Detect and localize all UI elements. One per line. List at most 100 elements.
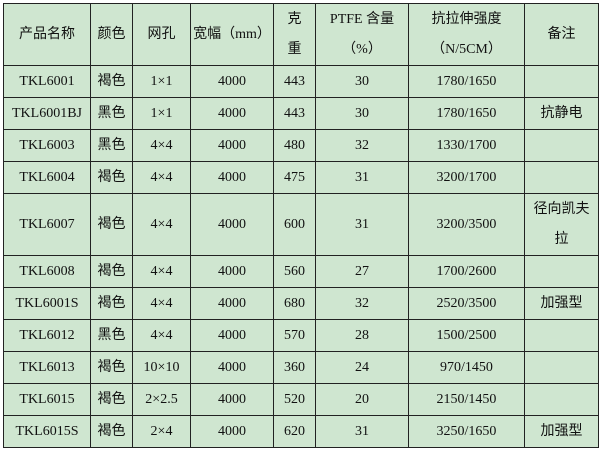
table-row: TKL6008 褐色 4×4 4000 560 27 1700/2600 (3, 255, 599, 288)
header-note: 备注 (524, 3, 599, 66)
cell-width: 4000 (190, 319, 274, 352)
cell-ptfe: 27 (315, 255, 409, 288)
cell-width: 4000 (190, 351, 274, 384)
cell-width: 4000 (190, 383, 274, 416)
cell-note (524, 351, 599, 384)
cell-width: 4000 (190, 415, 274, 448)
table-row: TKL6012 黑色 4×4 4000 570 28 1500/2500 (3, 319, 599, 352)
cell-note (524, 383, 599, 416)
cell-color: 褐色 (90, 415, 133, 448)
cell-note (524, 65, 599, 98)
cell-note (524, 161, 599, 194)
header-ptfe: PTFE 含量（%） (315, 3, 409, 66)
cell-color: 褐色 (90, 287, 133, 320)
cell-note: 加强型 (524, 287, 599, 320)
cell-mesh: 4×4 (132, 255, 191, 288)
product-spec-table: 产品名称 颜色 网孔 宽幅（mm） 克重 PTFE 含量（%） 抗拉伸强度（N/… (3, 3, 599, 448)
cell-width: 4000 (190, 287, 274, 320)
cell-note (524, 255, 599, 288)
table-row: TKL6015 褐色 2×2.5 4000 520 20 2150/1450 (3, 383, 599, 416)
cell-mesh: 10×10 (132, 351, 191, 384)
header-mesh: 网孔 (132, 3, 191, 66)
header-weight: 克重 (273, 3, 316, 66)
table-row: TKL6007 褐色 4×4 4000 600 31 3200/3500 径向凯夫拉 (3, 193, 599, 256)
cell-weight: 560 (273, 255, 316, 288)
cell-ptfe: 30 (315, 65, 409, 98)
cell-ptfe: 32 (315, 129, 409, 162)
cell-mesh: 4×4 (132, 129, 191, 162)
cell-name: TKL6013 (3, 351, 91, 384)
cell-name: TKL6008 (3, 255, 91, 288)
header-tensile: 抗拉伸强度（N/5CM） (408, 3, 525, 66)
table-row: TKL6003 黑色 4×4 4000 480 32 1330/1700 (3, 129, 599, 162)
cell-weight: 443 (273, 65, 316, 98)
cell-mesh: 4×4 (132, 161, 191, 194)
cell-tensile: 2150/1450 (408, 383, 525, 416)
cell-color: 褐色 (90, 351, 133, 384)
cell-width: 4000 (190, 161, 274, 194)
cell-color: 褐色 (90, 161, 133, 194)
cell-ptfe: 30 (315, 97, 409, 130)
cell-weight: 620 (273, 415, 316, 448)
cell-tensile: 3250/1650 (408, 415, 525, 448)
cell-width: 4000 (190, 255, 274, 288)
cell-tensile: 2520/3500 (408, 287, 525, 320)
cell-width: 4000 (190, 193, 274, 256)
cell-tensile: 1330/1700 (408, 129, 525, 162)
cell-weight: 570 (273, 319, 316, 352)
table-row: TKL6001S 褐色 4×4 4000 680 32 2520/3500 加强型 (3, 287, 599, 320)
cell-mesh: 1×1 (132, 97, 191, 130)
cell-tensile: 3200/1700 (408, 161, 525, 194)
cell-tensile: 1700/2600 (408, 255, 525, 288)
cell-mesh: 4×4 (132, 319, 191, 352)
table-row: TKL6015S 褐色 2×4 4000 620 31 3250/1650 加强型 (3, 415, 599, 448)
cell-tensile: 1780/1650 (408, 65, 525, 98)
table-row: TKL6004 褐色 4×4 4000 475 31 3200/1700 (3, 161, 599, 194)
cell-mesh: 1×1 (132, 65, 191, 98)
cell-note (524, 129, 599, 162)
cell-ptfe: 31 (315, 193, 409, 256)
cell-name: TKL6001 (3, 65, 91, 98)
cell-name: TKL6004 (3, 161, 91, 194)
header-color: 颜色 (90, 3, 133, 66)
cell-color: 褐色 (90, 65, 133, 98)
cell-tensile: 970/1450 (408, 351, 525, 384)
table-row: TKL6013 褐色 10×10 4000 360 24 970/1450 (3, 351, 599, 384)
cell-name: TKL6001BJ (3, 97, 91, 130)
cell-name: TKL6007 (3, 193, 91, 256)
cell-weight: 443 (273, 97, 316, 130)
cell-ptfe: 20 (315, 383, 409, 416)
cell-ptfe: 31 (315, 415, 409, 448)
cell-color: 黑色 (90, 129, 133, 162)
cell-color: 褐色 (90, 193, 133, 256)
cell-tensile: 1500/2500 (408, 319, 525, 352)
cell-weight: 360 (273, 351, 316, 384)
table-row: TKL6001 褐色 1×1 4000 443 30 1780/1650 (3, 65, 599, 98)
cell-note: 径向凯夫拉 (524, 193, 599, 256)
cell-tensile: 1780/1650 (408, 97, 525, 130)
header-name: 产品名称 (3, 3, 91, 66)
cell-weight: 475 (273, 161, 316, 194)
cell-ptfe: 31 (315, 161, 409, 194)
cell-weight: 680 (273, 287, 316, 320)
cell-name: TKL6012 (3, 319, 91, 352)
cell-weight: 600 (273, 193, 316, 256)
cell-name: TKL6015S (3, 415, 91, 448)
cell-name: TKL6015 (3, 383, 91, 416)
cell-mesh: 2×4 (132, 415, 191, 448)
cell-color: 褐色 (90, 383, 133, 416)
table-row: TKL6001BJ 黑色 1×1 4000 443 30 1780/1650 抗静电 (3, 97, 599, 130)
cell-name: TKL6001S (3, 287, 91, 320)
cell-color: 黑色 (90, 97, 133, 130)
cell-note: 抗静电 (524, 97, 599, 130)
cell-note (524, 319, 599, 352)
cell-width: 4000 (190, 65, 274, 98)
cell-mesh: 4×4 (132, 287, 191, 320)
cell-weight: 520 (273, 383, 316, 416)
cell-ptfe: 32 (315, 287, 409, 320)
cell-width: 4000 (190, 97, 274, 130)
cell-ptfe: 28 (315, 319, 409, 352)
cell-color: 黑色 (90, 319, 133, 352)
cell-ptfe: 24 (315, 351, 409, 384)
cell-name: TKL6003 (3, 129, 91, 162)
